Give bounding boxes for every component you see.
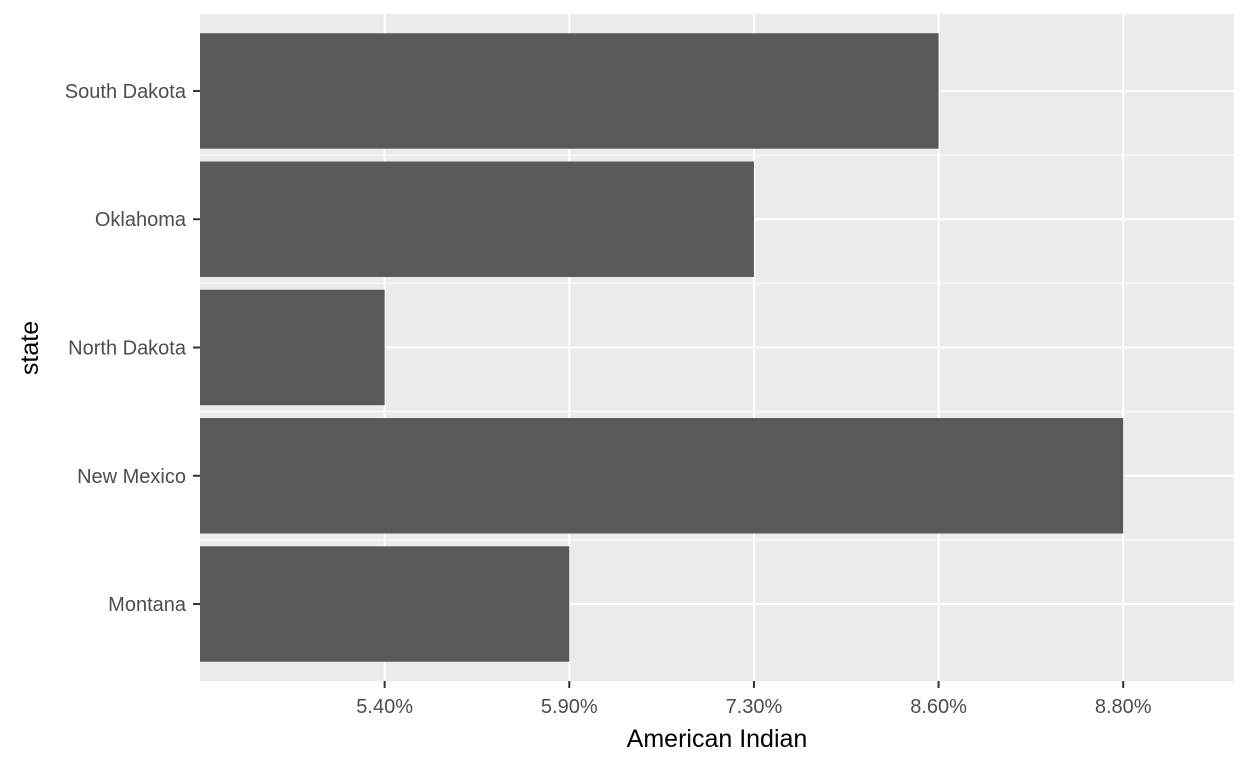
y-tick-label: Oklahoma [95,209,187,231]
bar-oklahoma [200,161,754,277]
bar-montana [200,546,570,662]
y-tick-label: North Dakota [68,338,187,360]
y-tick-label: Montana [108,594,187,616]
y-axis: Montana New Mexico North Dakota Oklahoma Sou… [65,81,200,616]
x-axis-title: American Indian [627,725,808,753]
x-tick-label: 8.80% [1095,696,1152,718]
y-axis-title: state [16,321,44,375]
x-tick-label: 8.60% [910,696,967,718]
y-tick-label: New Mexico [77,466,186,488]
bar-south-dakota [200,33,939,149]
bar-new-mexico [200,418,1124,534]
bars [200,33,1124,662]
x-tick-label: 5.40% [356,696,413,718]
y-tick-label: South Dakota [65,81,187,103]
x-tick-label: 7.30% [726,696,783,718]
x-axis: 5.40% 5.90% 7.30% 8.60% 8.80% [356,681,1152,718]
x-tick-label: 5.90% [541,696,598,718]
bar-north-dakota [200,289,385,406]
